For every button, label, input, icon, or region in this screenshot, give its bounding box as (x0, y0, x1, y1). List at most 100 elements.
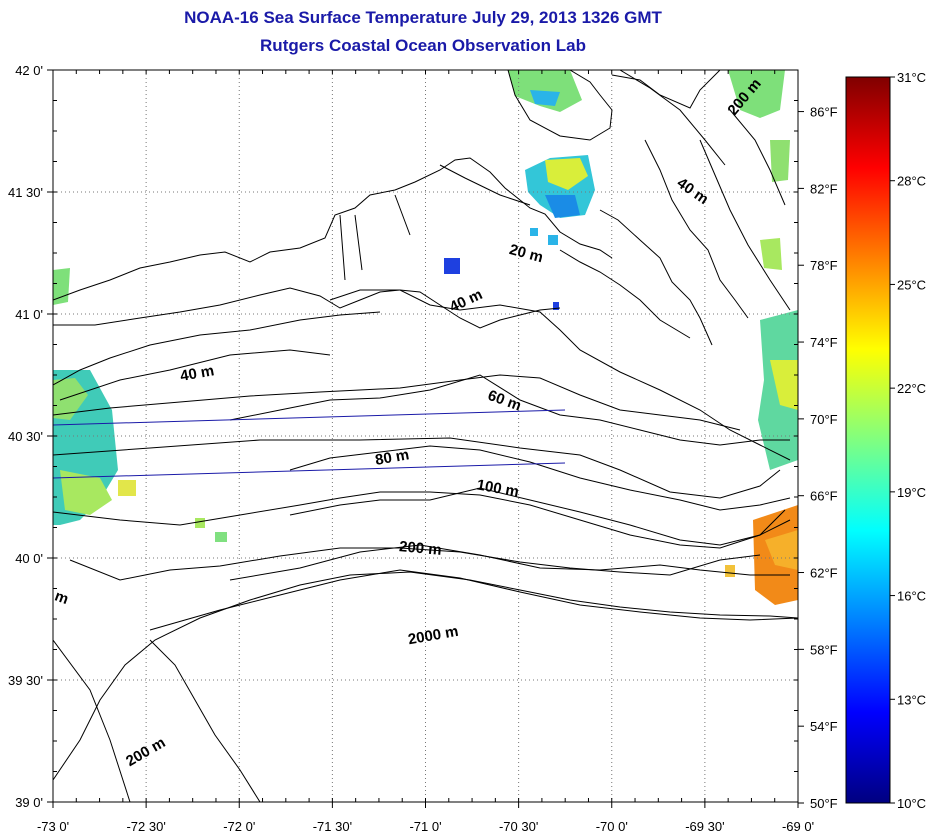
sst-patch (770, 140, 790, 182)
coastline-segment (599, 209, 713, 346)
coastline-segment (53, 437, 781, 499)
y-tick-label: 41 30' (8, 185, 43, 200)
transect-lines (53, 409, 566, 479)
isobath-labels: 200 m 40 m 20 m 40 m 40 m 60 m 80 m 100 m 200 m 2… (52, 75, 764, 770)
y-tick-label: 42 0' (15, 63, 43, 78)
isobath-label: 60 m (486, 387, 524, 415)
y-tick-label: 39 30' (8, 673, 43, 688)
sst-patch (760, 238, 782, 270)
fahrenheit-tick-label: 58°F (810, 642, 838, 657)
fahrenheit-tick-label: 70°F (810, 412, 838, 427)
isobath-contour (229, 544, 790, 581)
isobath-contour (59, 349, 331, 401)
x-tick-label: -69 0' (782, 819, 814, 834)
isobath-label: 40 m (447, 286, 485, 316)
sst-patch (53, 378, 88, 420)
y-tick-label: 39 0' (15, 795, 43, 810)
x-tick-label: -70 30' (499, 819, 538, 834)
y-tick-label: 40 30' (8, 429, 43, 444)
sst-pixel-cluster (530, 228, 538, 236)
sst-patch (765, 530, 798, 570)
colorbar-tick-label: 16°C (897, 589, 926, 604)
sst-pixel-cluster (553, 302, 559, 310)
coastline (53, 70, 798, 802)
isobath-contour (149, 569, 798, 631)
transect-line (53, 409, 566, 426)
sst-pixel-cluster (195, 518, 205, 528)
colorbar (845, 76, 891, 804)
colorbar-tick-label: 28°C (897, 174, 926, 189)
coastline-segment (53, 571, 798, 781)
x-tick-label: -69 30' (685, 819, 724, 834)
x-tick-label: -71 30' (313, 819, 352, 834)
colorbar-tick-label: 31°C (897, 70, 926, 85)
sst-patch (728, 70, 785, 118)
sst-patch (545, 158, 588, 190)
figure-title: NOAA-16 Sea Surface Temperature July 29,… (184, 8, 662, 27)
coastline-segment (439, 164, 531, 206)
map-axes: -73 0' -72 30' -72 0' -71 30' -71 0' -70 30' -… (8, 63, 838, 834)
coastline-segment (699, 139, 791, 311)
sst-patches (53, 70, 798, 605)
sst-pixel-cluster (118, 480, 136, 496)
isobath-contour (289, 445, 791, 511)
coastline-segment (339, 194, 411, 281)
colorbar-ticks: 31°C 28°C 25°C 22°C 19°C 16°C 13°C 10°C (890, 70, 926, 811)
colorbar-tick-label: 19°C (897, 485, 926, 500)
isobath-label: 80 m (374, 446, 411, 469)
coastline-segment (611, 70, 721, 109)
x-tick-label: -71 0' (409, 819, 441, 834)
coastline-segment (729, 109, 786, 206)
isobath-contour (289, 487, 791, 546)
figure-subtitle: Rutgers Coastal Ocean Observation Lab (260, 36, 586, 55)
coastline-segment (619, 70, 726, 166)
colorbar-tick-label: 10°C (897, 796, 926, 811)
coastline-segment (507, 70, 613, 141)
coastline-segment (53, 311, 381, 386)
sst-pixel-cluster (215, 532, 227, 542)
transect-line (53, 462, 566, 479)
y-tick-label: 40 0' (15, 551, 43, 566)
isobath-label: 40 m (674, 175, 712, 209)
isobath-label: 20 m (507, 241, 544, 266)
sst-patch (530, 90, 560, 106)
coastline-segment (559, 249, 691, 339)
coastline-segment (399, 289, 561, 329)
fahrenheit-tick-label: 74°F (810, 335, 838, 350)
isobath-contour (329, 289, 791, 461)
sst-patch (60, 470, 112, 515)
coastline-segment (53, 639, 131, 802)
colorbar-tick-label: 13°C (897, 692, 926, 707)
sst-pixel-cluster (548, 235, 558, 245)
colorbar-tick-label: 22°C (897, 381, 926, 396)
fahrenheit-tick-label: 66°F (810, 489, 838, 504)
x-tick-label: -72 30' (126, 819, 165, 834)
coastline-segment (149, 639, 261, 802)
coastline-segment (53, 287, 401, 326)
x-tick-label: -72 0' (223, 819, 255, 834)
fahrenheit-tick-label: 62°F (810, 566, 838, 581)
isobath-contour (229, 374, 790, 446)
x-tick-label: -70 0' (596, 819, 628, 834)
y-tick-label: 41 0' (15, 307, 43, 322)
isobath-label: 2000 m (407, 623, 460, 649)
colorbar-tick-label: 25°C (897, 277, 926, 292)
sst-pixel-cluster (725, 565, 735, 577)
coastline-segment (69, 547, 761, 581)
isobath-label: 200 m (398, 538, 442, 559)
coastline-segment (644, 139, 749, 319)
coastline-segment (53, 374, 741, 431)
fahrenheit-tick-label: 78°F (810, 258, 838, 273)
isobath-label: 40 m (179, 362, 216, 385)
isobath-label: 200 m (123, 734, 168, 770)
isobath-label: 100 m (475, 477, 520, 501)
fahrenheit-tick-label: 50°F (810, 796, 838, 811)
isobath-label: m (52, 588, 70, 609)
fahrenheit-tick-label: 82°F (810, 181, 838, 196)
sst-pixel-cluster (444, 258, 460, 274)
fahrenheit-tick-label: 86°F (810, 105, 838, 120)
fahrenheit-tick-label: 54°F (810, 719, 838, 734)
sst-patch (770, 360, 798, 410)
